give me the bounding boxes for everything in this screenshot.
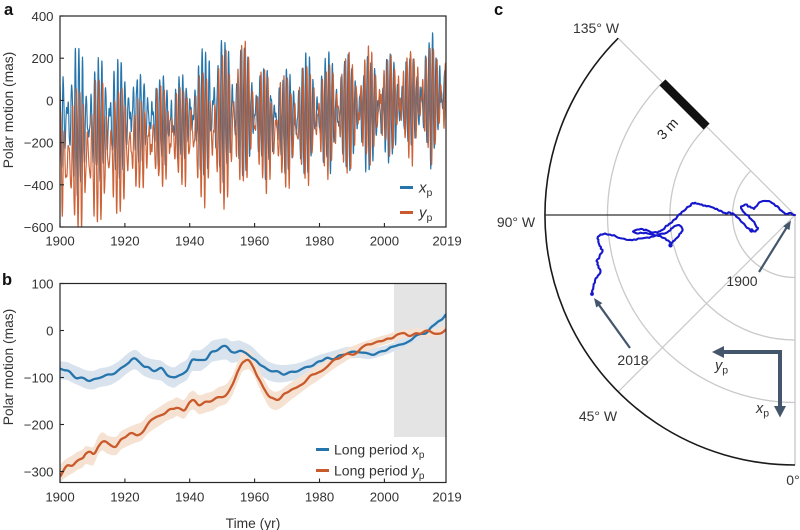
svg-text:Long period xp: Long period xp [334, 442, 425, 462]
svg-text:1920: 1920 [110, 489, 139, 504]
svg-text:Polar motion (mas): Polar motion (mas) [1, 52, 16, 169]
svg-text:1900: 1900 [45, 489, 74, 504]
svg-text:1980: 1980 [305, 233, 334, 248]
svg-text:100: 100 [31, 277, 53, 292]
svg-text:c: c [494, 1, 503, 19]
svg-text:a: a [4, 1, 14, 19]
svg-text:1980: 1980 [305, 489, 334, 504]
svg-text:−200: −200 [24, 136, 54, 151]
svg-text:−200: −200 [24, 418, 54, 433]
svg-text:b: b [2, 271, 12, 289]
svg-text:45° W: 45° W [579, 408, 618, 424]
svg-text:135° W: 135° W [573, 20, 620, 36]
svg-text:1960: 1960 [240, 233, 269, 248]
svg-text:0: 0 [46, 93, 53, 108]
svg-text:Polar motion (mas): Polar motion (mas) [1, 309, 16, 426]
svg-text:1920: 1920 [110, 233, 139, 248]
svg-text:Time (yr): Time (yr) [226, 516, 281, 530]
svg-text:1940: 1940 [175, 489, 204, 504]
svg-text:1940: 1940 [175, 233, 204, 248]
svg-text:0: 0 [46, 324, 53, 339]
svg-text:−600: −600 [24, 220, 54, 235]
svg-text:0°: 0° [786, 472, 799, 488]
svg-text:200: 200 [31, 51, 53, 66]
svg-text:2019: 2019 [432, 233, 461, 248]
svg-text:2000: 2000 [370, 489, 399, 504]
svg-text:1900: 1900 [45, 233, 74, 248]
svg-text:−300: −300 [24, 465, 54, 480]
svg-text:90° W: 90° W [497, 214, 536, 230]
svg-text:400: 400 [31, 9, 53, 24]
svg-text:2018: 2018 [617, 352, 648, 368]
svg-text:1900: 1900 [726, 273, 757, 289]
svg-text:1960: 1960 [240, 489, 269, 504]
svg-text:2019: 2019 [432, 489, 461, 504]
svg-text:2000: 2000 [370, 233, 399, 248]
svg-text:Long period yp: Long period yp [334, 463, 425, 483]
svg-text:−100: −100 [24, 371, 54, 386]
svg-text:−400: −400 [24, 178, 54, 193]
